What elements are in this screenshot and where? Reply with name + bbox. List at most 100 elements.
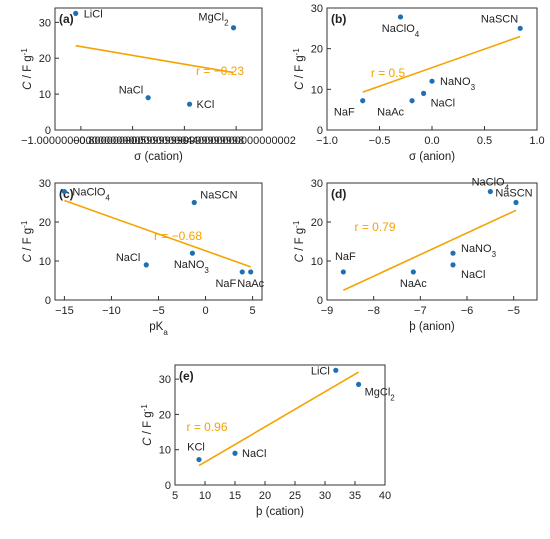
x-tick-label: −0.59999999999999998 — [125, 135, 245, 147]
data-point — [145, 95, 151, 101]
x-tick-label: −5 — [152, 305, 165, 317]
correlation-annotation: r = 0.5 — [371, 66, 406, 80]
point-label: NaCl — [461, 269, 485, 281]
point-label: NaSCN — [200, 190, 237, 202]
data-point — [356, 381, 362, 388]
x-axis-label: pKa — [149, 321, 168, 337]
x-tick-label: 30 — [319, 490, 331, 502]
x-tick-label: −8 — [367, 305, 380, 317]
fit-line — [362, 35, 521, 93]
point-label: NaClO4 — [382, 23, 420, 39]
data-point — [517, 25, 523, 31]
y-tick-label: 20 — [39, 53, 51, 65]
y-tick-label: 0 — [165, 480, 171, 492]
point-label: NaCl — [116, 252, 140, 264]
point-label: MgCl2 — [198, 12, 229, 28]
y-tick-label: 10 — [39, 256, 51, 268]
x-tick-label: −10 — [102, 305, 121, 317]
y-tick-label: 0 — [317, 125, 323, 137]
x-tick-label: 5 — [250, 305, 256, 317]
point-label: NaClO4 — [72, 187, 110, 203]
x-axis-label: þ (cation) — [256, 506, 304, 518]
data-point — [513, 199, 519, 206]
x-tick-label: 20 — [259, 490, 271, 502]
point-label: NaF — [215, 278, 236, 290]
point-label: MgCl2 — [365, 386, 396, 402]
x-axis-label: þ (anion) — [409, 321, 455, 333]
x-tick-label: 40 — [379, 490, 391, 502]
data-point — [421, 90, 427, 96]
y-tick-label: 30 — [311, 3, 323, 15]
y-tick-label: 0 — [45, 125, 51, 137]
x-tick-label: 10 — [199, 490, 211, 502]
y-tick-label: 30 — [39, 178, 51, 190]
x-tick-label: 35 — [349, 490, 361, 502]
point-label: NaCl — [119, 85, 143, 97]
chart-panel-2: −1.0 −0.5 0.0 0.5 1.0 0 10 20 30 σ (anion) C / F g… — [292, 3, 545, 163]
x-tick-label: −1.0 — [316, 135, 338, 147]
data-point — [409, 98, 415, 104]
y-tick-label: 10 — [39, 89, 51, 101]
data-point — [61, 188, 68, 195]
data-point — [487, 188, 493, 195]
x-tick-label: −0.40000000000000002 — [176, 135, 296, 147]
correlation-annotation: r = 0.96 — [186, 420, 227, 434]
x-tick-label: 1.0 — [529, 135, 544, 147]
data-point — [450, 250, 456, 256]
plot-frame — [326, 182, 538, 301]
panel-label: (e) — [179, 369, 194, 383]
x-tick-label: −7 — [414, 305, 427, 317]
data-point — [333, 367, 339, 373]
x-tick-label: 0.5 — [477, 135, 492, 147]
y-tick-label: 10 — [311, 256, 323, 268]
point-label: NaNO3 — [461, 243, 497, 259]
x-tick-label: −15 — [55, 305, 74, 317]
y-tick-label: 30 — [311, 178, 323, 190]
data-point — [143, 262, 149, 268]
point-label: NaAc — [400, 278, 427, 290]
data-point — [340, 269, 346, 275]
data-point — [248, 269, 254, 275]
x-tick-label: −9 — [321, 305, 334, 317]
point-label: NaNO3 — [440, 76, 476, 92]
data-point — [360, 98, 366, 104]
x-axis-label: σ (cation) — [134, 151, 183, 163]
point-label: KCl — [187, 442, 205, 454]
plot-frame — [326, 7, 538, 131]
y-tick-label: 10 — [159, 445, 171, 457]
x-tick-label: −0.5 — [369, 135, 391, 147]
point-label: LiCl — [84, 8, 103, 20]
point-label: NaSCN — [481, 13, 518, 25]
point-label: NaAc — [237, 278, 264, 290]
y-tick-label: 30 — [39, 17, 51, 29]
data-point — [186, 101, 193, 107]
point-label: LiCl — [311, 365, 330, 377]
data-point — [191, 199, 197, 206]
point-label: NaCl — [242, 448, 266, 460]
y-axis-label: C / F g-1 — [292, 220, 307, 262]
x-tick-label: 0.0 — [424, 135, 439, 147]
y-tick-label: 20 — [311, 217, 323, 229]
fit-line — [198, 371, 360, 467]
data-point — [410, 269, 416, 275]
panel-label: (b) — [331, 12, 346, 26]
fit-line — [342, 209, 517, 291]
x-tick-label: −6 — [461, 305, 474, 317]
data-point — [230, 25, 237, 31]
correlation-annotation: r = −0.23 — [196, 64, 244, 78]
data-point — [232, 450, 238, 456]
y-tick-label: 10 — [311, 84, 323, 96]
x-tick-label: 5 — [172, 490, 178, 502]
data-point — [397, 14, 404, 20]
y-axis-label: C / F g-1 — [140, 404, 155, 446]
plot-frame — [174, 364, 386, 486]
y-tick-label: 0 — [317, 295, 323, 307]
data-point — [189, 250, 195, 256]
x-tick-label: −1.00000000000000000 — [21, 135, 141, 147]
data-point — [429, 78, 435, 84]
y-tick-label: 20 — [39, 217, 51, 229]
x-tick-label: −0.80000000000000004 — [73, 135, 193, 147]
point-label: NaAc — [377, 107, 404, 119]
correlation-annotation: r = 0.79 — [354, 220, 395, 234]
